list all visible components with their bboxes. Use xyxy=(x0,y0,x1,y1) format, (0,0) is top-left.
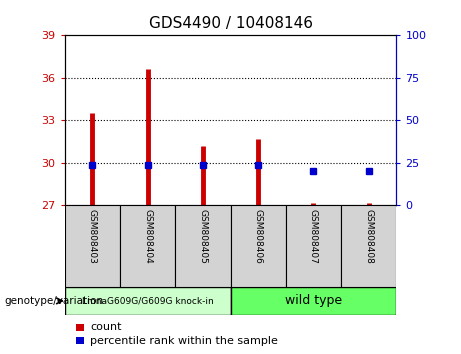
Text: LmnaG609G/G609G knock-in: LmnaG609G/G609G knock-in xyxy=(82,296,213,306)
FancyBboxPatch shape xyxy=(230,287,396,315)
Text: GSM808408: GSM808408 xyxy=(364,209,373,264)
Text: percentile rank within the sample: percentile rank within the sample xyxy=(90,336,278,346)
FancyBboxPatch shape xyxy=(230,205,286,287)
FancyBboxPatch shape xyxy=(341,205,396,287)
Text: count: count xyxy=(90,322,121,332)
Text: GSM808406: GSM808406 xyxy=(254,209,263,264)
FancyBboxPatch shape xyxy=(120,205,175,287)
FancyBboxPatch shape xyxy=(65,287,230,315)
Text: wild type: wild type xyxy=(285,295,342,307)
FancyBboxPatch shape xyxy=(175,205,230,287)
Text: GSM808404: GSM808404 xyxy=(143,209,152,264)
Title: GDS4490 / 10408146: GDS4490 / 10408146 xyxy=(148,16,313,32)
Text: GSM808403: GSM808403 xyxy=(88,209,97,264)
FancyBboxPatch shape xyxy=(286,205,341,287)
Text: GSM808405: GSM808405 xyxy=(198,209,207,264)
FancyBboxPatch shape xyxy=(65,205,120,287)
Text: GSM808407: GSM808407 xyxy=(309,209,318,264)
Text: genotype/variation: genotype/variation xyxy=(5,296,104,306)
